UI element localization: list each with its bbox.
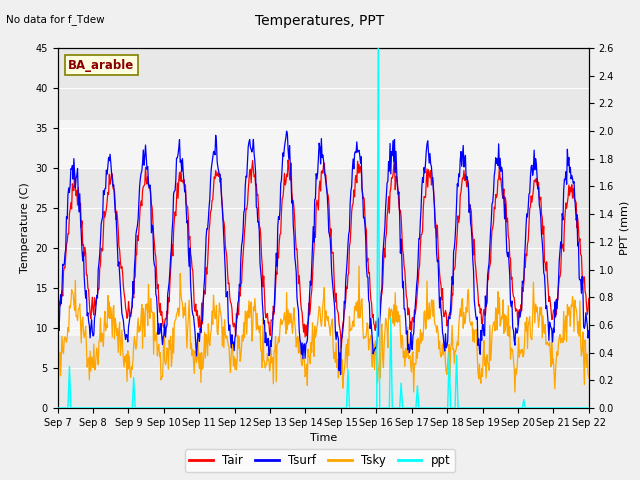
Bar <box>58 168 589 288</box>
Text: Temperatures, PPT: Temperatures, PPT <box>255 14 385 28</box>
Y-axis label: Temperature (C): Temperature (C) <box>20 182 30 274</box>
X-axis label: Time: Time <box>310 433 337 443</box>
Y-axis label: PPT (mm): PPT (mm) <box>620 201 630 255</box>
Text: BA_arable: BA_arable <box>68 59 134 72</box>
Bar <box>58 336 589 408</box>
Bar <box>58 120 589 168</box>
Text: No data for f_Tdew: No data for f_Tdew <box>6 14 105 25</box>
Bar <box>58 288 589 336</box>
Legend: Tair, Tsurf, Tsky, ppt: Tair, Tsurf, Tsky, ppt <box>185 449 455 472</box>
Bar <box>58 48 589 120</box>
